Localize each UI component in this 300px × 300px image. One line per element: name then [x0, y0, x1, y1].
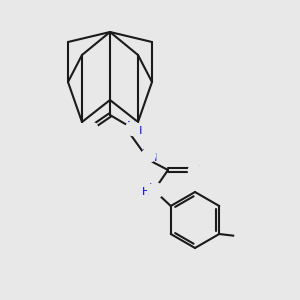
Text: N: N	[126, 121, 136, 134]
Text: H: H	[149, 153, 157, 163]
Text: Cl: Cl	[236, 230, 248, 242]
Text: N: N	[148, 182, 158, 196]
Text: N: N	[141, 148, 151, 160]
Text: H: H	[134, 126, 142, 136]
Text: O: O	[86, 122, 96, 134]
Text: H: H	[142, 187, 150, 197]
Text: S: S	[192, 164, 200, 176]
